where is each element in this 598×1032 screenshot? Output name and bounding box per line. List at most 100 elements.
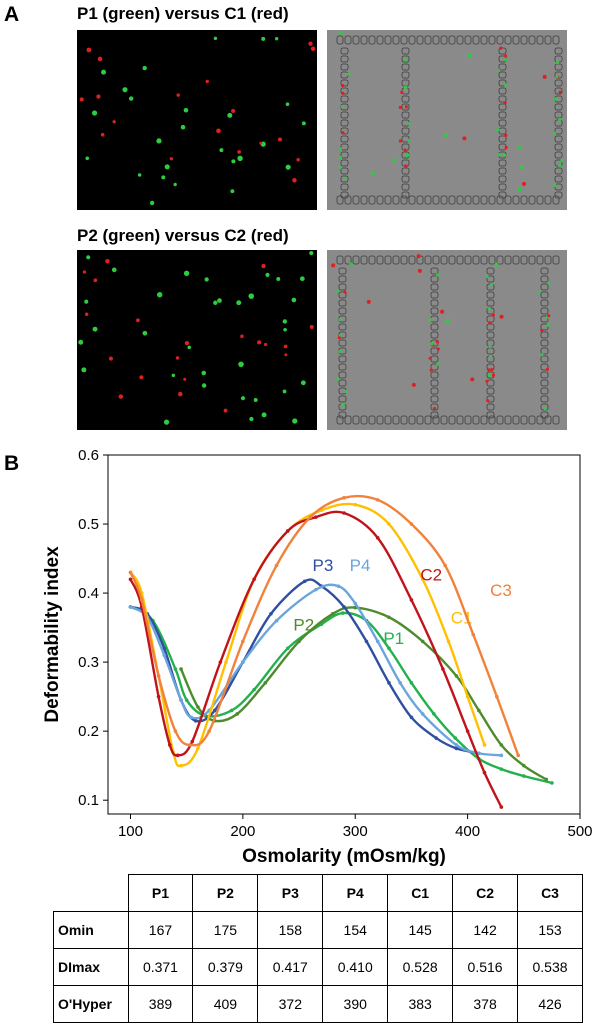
cell-marker: [370, 171, 375, 176]
data-point: [375, 536, 380, 540]
cell-marker: [504, 145, 508, 150]
data-point: [212, 708, 217, 713]
green-cell-dot: [142, 65, 147, 71]
table-cell: 142: [452, 911, 519, 949]
cell-marker: [494, 262, 499, 267]
table-header-cell: C1: [387, 874, 454, 912]
data-point: [229, 708, 234, 713]
table-header-cell: P4: [322, 874, 389, 912]
red-cell-dot: [308, 41, 313, 46]
cell-marker: [488, 321, 492, 325]
x-tick-label: 500: [567, 823, 592, 840]
data-point: [263, 681, 268, 685]
data-point: [375, 639, 380, 644]
green-cell-dot: [265, 272, 270, 277]
cell-marker: [467, 53, 472, 58]
cell-marker: [496, 128, 500, 132]
table-header-row: P1 P2 P3 P4 C1 C2 C3: [53, 874, 583, 912]
x-tick-label: 400: [455, 823, 480, 840]
cell-marker: [436, 347, 440, 351]
green-cell-dot: [85, 156, 90, 161]
green-cell-dot: [237, 155, 243, 162]
green-cell-dot: [240, 396, 246, 401]
data-point: [156, 694, 161, 699]
microfluidic-overlay-1: [336, 30, 564, 205]
cell-marker: [486, 399, 490, 403]
data-point: [544, 777, 549, 782]
cell-marker: [462, 136, 467, 141]
data-point: [342, 511, 346, 515]
y-axis-label: Deformability index: [42, 546, 63, 723]
green-cell-dot: [309, 250, 314, 256]
cell-marker: [504, 133, 508, 137]
cell-marker: [435, 340, 439, 344]
data-point: [128, 570, 133, 575]
cell-marker: [521, 181, 526, 186]
green-cell-dot: [248, 293, 255, 299]
table-cell: 0.371: [127, 948, 194, 986]
data-point: [342, 605, 346, 609]
green-cell-dot: [227, 112, 233, 118]
red-cell-dot: [178, 391, 183, 397]
green-cell-dot: [149, 200, 155, 206]
cell-marker: [490, 367, 494, 372]
cell-marker: [404, 164, 408, 168]
cell-marker: [542, 74, 547, 79]
cell-marker: [338, 318, 342, 322]
data-point: [387, 681, 391, 685]
data-point: [173, 667, 178, 671]
data-point: [454, 746, 459, 751]
data-point: [269, 611, 273, 616]
cell-marker: [429, 318, 433, 322]
data-point: [353, 502, 358, 507]
y-tick-label: 0.6: [78, 447, 99, 464]
table-cell: 0.410: [322, 948, 389, 986]
data-point: [454, 743, 459, 747]
data-point: [297, 639, 301, 644]
red-cell-dot: [283, 344, 288, 349]
data-point: [499, 743, 504, 747]
red-cell-dot: [105, 258, 110, 264]
table-row-label: O'Hyper: [53, 985, 129, 1023]
fluorescence-image-p2-c2: [77, 250, 317, 430]
data-point: [341, 611, 345, 615]
data-point: [173, 729, 178, 733]
series-label-C3: C3: [490, 581, 512, 600]
cell-marker: [444, 133, 449, 138]
green-cell-dot: [163, 419, 170, 425]
data-point: [482, 770, 487, 775]
data-point: [128, 577, 133, 582]
green-cell-dot: [236, 300, 242, 306]
channel-grid: [336, 255, 560, 425]
cell-marker: [488, 344, 492, 349]
red-cell-dot: [86, 47, 92, 53]
data-point: [495, 694, 499, 699]
x-tick-label: 200: [230, 823, 255, 840]
table-header-cell: C3: [517, 874, 583, 912]
cell-marker: [555, 60, 560, 65]
data-point: [398, 681, 402, 685]
cell-marker: [540, 353, 544, 357]
summary-table: P1 P2 P3 P4 C1 C2 C3 Omin 167 175 158 15…: [53, 874, 583, 1023]
green-cell-dot: [204, 277, 209, 282]
data-point: [314, 515, 318, 519]
green-cell-dot: [92, 326, 98, 332]
cell-marker: [344, 389, 348, 394]
data-point: [252, 577, 256, 582]
data-point: [522, 763, 526, 768]
green-cell-dot: [301, 121, 306, 126]
cell-marker: [485, 379, 489, 383]
cell-marker: [336, 289, 340, 293]
red-cell-dot: [136, 318, 140, 323]
data-point: [235, 712, 240, 716]
red-cell-dot: [184, 340, 190, 346]
data-point: [274, 563, 279, 568]
green-cell-dot: [213, 300, 218, 305]
cell-marker: [543, 407, 547, 411]
cell-marker: [491, 313, 495, 317]
green-cell-dot: [217, 298, 222, 303]
cell-marker: [553, 183, 557, 188]
fluorescence-image-p1-c1: [77, 30, 317, 210]
x-tick-label: 300: [343, 823, 368, 840]
cell-marker: [404, 105, 408, 109]
